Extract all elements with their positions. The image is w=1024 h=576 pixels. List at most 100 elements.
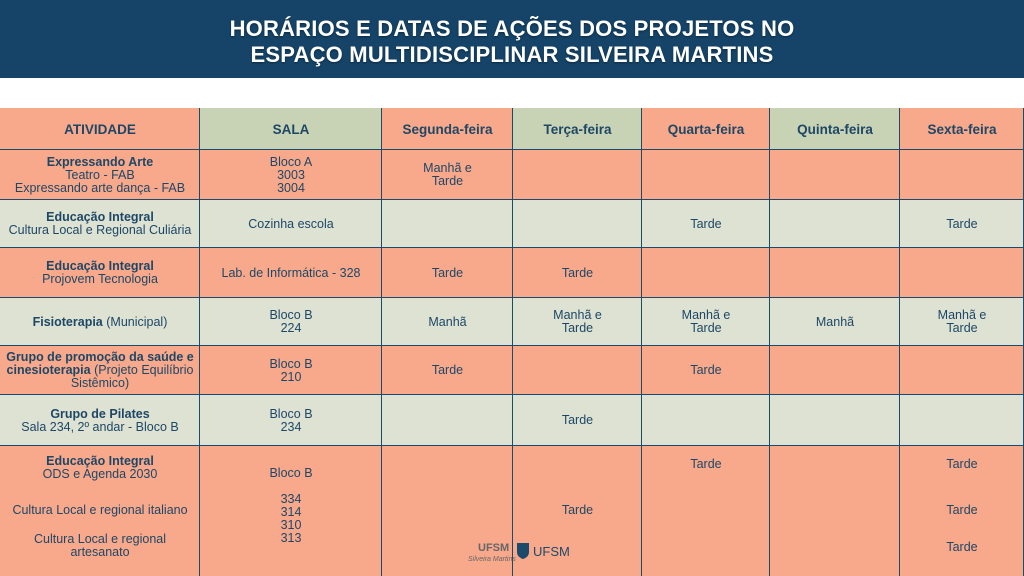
schedule-cell: Tarde <box>900 200 1024 248</box>
activity-title: Grupo de promoção da saúde e cinesiotera… <box>6 350 194 377</box>
room-line: 334 <box>280 492 302 506</box>
title-line: HORÁRIOS E DATAS DE AÇÕES DOS PROJETOS N… <box>229 16 795 41</box>
activity-detail: Sala 234, 2º andar - Bloco B <box>21 419 179 434</box>
room-line: 313 <box>280 531 302 545</box>
table-cell <box>382 446 513 576</box>
room-line: Bloco B <box>269 466 313 480</box>
room-cell: Bloco B 224 <box>200 298 382 346</box>
table-cell <box>513 298 642 346</box>
room-line: Cozinha escola <box>248 216 334 231</box>
header-content: Quarta-feira <box>642 108 770 150</box>
schedule-time: Tarde <box>561 413 594 427</box>
schedule-time: Tarde <box>946 216 978 231</box>
schedule-cell: Manhã e Tarde <box>900 298 1024 346</box>
table-cell <box>382 395 513 446</box>
logo-text: UFSM <box>478 542 510 554</box>
schedule-time: Manhã e Tarde <box>681 308 731 335</box>
column-header: Terça-feira <box>543 121 612 137</box>
table-cell <box>770 346 900 395</box>
header-cell <box>0 108 200 150</box>
table-cell <box>900 446 1024 576</box>
header-cell <box>200 108 382 150</box>
activity-detail: Cultura Local e regional italiano <box>12 503 188 517</box>
table-cell <box>200 395 382 446</box>
activity-cell: Fisioterapia (Municipal) <box>0 298 200 346</box>
activity-title: Expressando Arte <box>46 154 154 169</box>
schedule-cell: Tarde <box>382 248 513 298</box>
activity-line: Grupo de promoção da saúde e cinesiotera… <box>4 351 196 390</box>
schedule-cell: Tarde <box>382 346 513 395</box>
table-cell <box>770 395 900 446</box>
logo-text: UFSM <box>533 544 570 559</box>
schedule-time: Tarde <box>946 503 978 517</box>
schedule-cell: Manhã <box>382 298 513 346</box>
room-line: Bloco A <box>269 154 313 169</box>
column-header: ATIVIDADE <box>64 121 136 137</box>
table-cell <box>513 446 642 576</box>
room-line: 314 <box>280 505 302 519</box>
table-cell <box>642 395 770 446</box>
header-content: Quinta-feira <box>770 108 900 150</box>
column-header: Quinta-feira <box>797 121 873 137</box>
table-cell <box>770 248 900 298</box>
schedule-time: Manhã e Tarde <box>937 308 987 335</box>
table-cell <box>900 248 1024 298</box>
schedule-time: Tarde <box>561 503 594 517</box>
table-cell <box>770 200 900 248</box>
header-content: ATIVIDADE <box>0 108 200 150</box>
schedule-cell: Manhã e Tarde <box>382 150 513 200</box>
table-cell <box>382 298 513 346</box>
table-cell <box>900 150 1024 200</box>
header-content: Terça-feira <box>513 108 642 150</box>
header-cell <box>382 108 513 150</box>
activity-cell: Educação Integral Cultura Local e Regiona… <box>0 200 200 248</box>
activity-detail: (Projeto Equilíbrio Sistêmico) <box>70 363 194 390</box>
activity-cell: Grupo de promoção da saúde e cinesiotera… <box>0 346 200 395</box>
room-line: 224 <box>280 321 302 335</box>
header-cell <box>770 108 900 150</box>
schedule-time: Tarde <box>946 540 978 554</box>
schedule-cell: Manhã <box>770 298 900 346</box>
activity-detail: Expressando arte dança - FAB <box>14 180 186 195</box>
table-cell <box>200 346 382 395</box>
table-cell <box>513 200 642 248</box>
room-line: Bloco B <box>269 356 313 371</box>
table-cell <box>642 150 770 200</box>
schedule-cell: Tarde <box>513 248 642 298</box>
room-line: Lab. de Informática - 328 <box>221 265 361 280</box>
table-cell <box>513 395 642 446</box>
room-line: 3003 <box>277 167 305 182</box>
activity-detail: (Municipal) <box>106 314 168 329</box>
header-content: SALA <box>200 108 382 150</box>
schedule-time: Manhã <box>815 314 855 329</box>
room-line: Bloco B <box>269 308 313 322</box>
activity-title: Educação Integral <box>46 210 154 224</box>
activity-title: Grupo de Pilates <box>50 406 150 421</box>
header-content: Segunda-feira <box>382 108 513 150</box>
table-cell <box>513 150 642 200</box>
table-cell <box>770 298 900 346</box>
room-line: 3004 <box>277 180 305 195</box>
header-content: Sexta-feira <box>900 108 1024 150</box>
table-cell <box>0 150 200 200</box>
table-cell <box>900 298 1024 346</box>
table-cell <box>770 150 900 200</box>
schedule-time: Tarde <box>690 457 722 471</box>
table-cell <box>642 446 770 576</box>
table-cell <box>900 395 1024 446</box>
logo-text: Silveira Martins <box>468 556 516 563</box>
room-cell: Bloco B 210 <box>200 346 382 395</box>
table-cell <box>382 200 513 248</box>
schedule-cell: Tarde <box>642 346 770 395</box>
activity-detail: Projovem Tecnologia <box>42 272 158 286</box>
schedule-time: Tarde <box>561 265 594 280</box>
room-line: Bloco B <box>269 406 313 421</box>
table-cell <box>382 346 513 395</box>
table-cell <box>642 298 770 346</box>
activity-cell: Grupo de Pilates Sala 234, 2º andar - Blo… <box>0 395 200 446</box>
table-cell <box>0 248 200 298</box>
table-cell <box>642 248 770 298</box>
table-cell <box>200 150 382 200</box>
activity-line: Fisioterapia (Municipal) <box>33 314 168 329</box>
